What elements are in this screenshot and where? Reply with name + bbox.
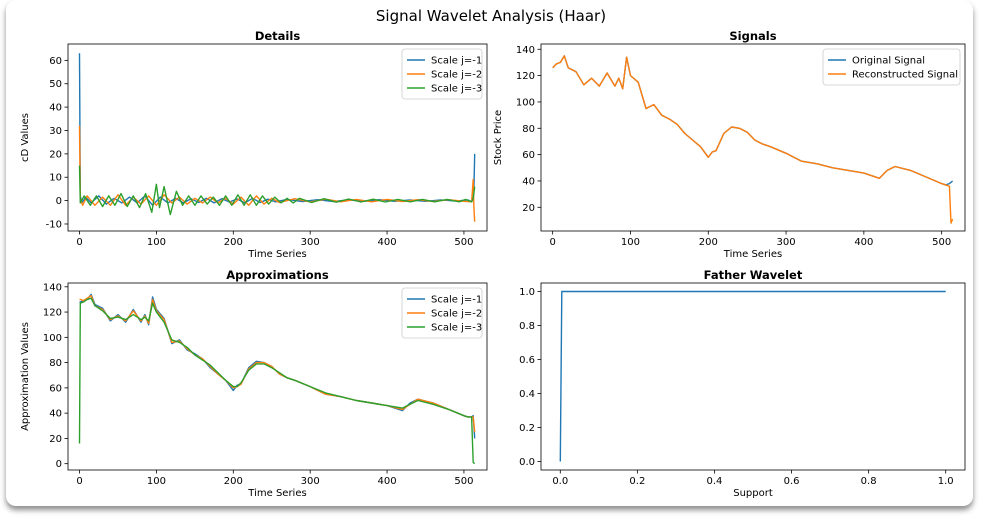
x-tick-label: 300 [301, 237, 320, 248]
y-tick-label: 40 [522, 176, 535, 187]
legend: Scale j=-1 Scale j=-2 Scale j=-3 [401, 287, 483, 339]
figure-canvas: Signal Wavelet Analysis (Haar) 0 100 200 30… [20, 7, 966, 499]
x-tick-label: 200 [224, 237, 243, 248]
x-tick-label: 300 [777, 237, 796, 248]
y-tick-label: 0 [56, 459, 62, 470]
x-tick-label: 300 [301, 476, 320, 487]
x-tick-label: 500 [454, 476, 473, 487]
legend-box [822, 48, 961, 86]
y-tick-label: 0.8 [519, 321, 535, 332]
y-tick-label: 20 [522, 203, 535, 214]
x-tick-label: 100 [147, 476, 166, 487]
series-line-2 [78, 165, 476, 216]
x-axis-label: Support [733, 488, 773, 499]
x-tick-label: 100 [147, 237, 166, 248]
legend-box [401, 48, 483, 100]
subplot-title: Approximations [226, 268, 329, 282]
y-tick-label: 60 [49, 56, 62, 67]
series-line-1 [552, 55, 954, 224]
x-tick-label: 0.6 [784, 476, 800, 487]
x-tick-label: 0.8 [861, 476, 877, 487]
x-tick-label: 200 [224, 476, 243, 487]
x-tick-label: 500 [454, 237, 473, 248]
y-axis-label: Approximation Values [20, 322, 31, 431]
y-tick-label: -10 [46, 219, 62, 230]
axes-frame [540, 43, 966, 232]
y-tick-label: 50 [49, 79, 62, 90]
x-tick-label: 0 [76, 476, 82, 487]
x-axis-label: Time Series [247, 249, 306, 260]
axes-frame [67, 282, 488, 471]
subplot-title: Signals [729, 29, 776, 43]
y-tick-label: 30 [49, 126, 62, 137]
y-tick-label: 60 [49, 383, 62, 394]
legend: Scale j=-1 Scale j=-2 Scale j=-3 [401, 48, 483, 100]
x-tick-label: 400 [854, 237, 873, 248]
y-tick-label: 140 [516, 45, 535, 56]
series-line-2 [78, 297, 476, 465]
subplot-3: 0.0 0.2 0.4 0.6 0.8 1.0 0.0 0.2 0.4 0.6 0.8 1.0 Fath… [519, 268, 966, 499]
y-tick-label: 20 [49, 434, 62, 445]
series-line-0 [559, 290, 946, 462]
x-tick-label: 0.0 [552, 476, 568, 487]
subplot-2: 0 100 200 300 400 500 0 20 40 60 80 100 120 140 Approx… [20, 268, 488, 499]
y-tick-label: 20 [49, 149, 62, 160]
legend-entry: Scale j=-3 [431, 323, 482, 334]
x-tick-label: 400 [378, 237, 397, 248]
y-tick-label: 80 [522, 124, 535, 135]
axes-frame [67, 43, 488, 232]
y-tick-label: 100 [43, 333, 62, 344]
y-tick-label: 140 [43, 282, 62, 293]
y-tick-label: 60 [522, 150, 535, 161]
legend-entry: Scale j=-3 [431, 84, 482, 95]
y-tick-label: 0 [56, 196, 62, 207]
y-tick-label: 10 [49, 173, 62, 184]
x-tick-label: 0 [549, 237, 555, 248]
y-tick-label: 0.0 [519, 457, 535, 468]
y-tick-label: 80 [49, 358, 62, 369]
legend-entry: Original Signal [852, 56, 925, 67]
x-tick-label: 0.4 [707, 476, 723, 487]
y-tick-label: 1.0 [519, 287, 535, 298]
x-tick-label: 200 [699, 237, 718, 248]
y-tick-label: 0.6 [519, 355, 535, 366]
y-tick-label: 40 [49, 103, 62, 114]
legend-entry: Scale j=-1 [431, 295, 482, 306]
figure-title: Signal Wavelet Analysis (Haar) [376, 7, 606, 25]
x-tick-label: 0.2 [629, 476, 645, 487]
y-tick-label: 120 [43, 308, 62, 319]
y-tick-label: 100 [516, 97, 535, 108]
x-axis-label: Time Series [247, 488, 306, 499]
y-tick-label: 120 [516, 71, 535, 82]
x-tick-label: 0 [76, 237, 82, 248]
y-tick-label: 0.4 [519, 389, 535, 400]
x-tick-label: 100 [621, 237, 640, 248]
legend-entry: Scale j=-2 [431, 309, 482, 320]
y-tick-label: 40 [49, 409, 62, 420]
y-axis-label: Stock Price [493, 110, 504, 165]
subplot-1: 0 100 200 300 400 500 20 40 60 80 100 120 140 Signals… [493, 29, 966, 260]
legend-entry: Scale j=-1 [431, 56, 482, 67]
subplot-0: 0 100 200 300 400 500 -10 0 10 20 30 40 50 60 Details T… [20, 29, 488, 260]
x-tick-label: 400 [378, 476, 397, 487]
subplot-title: Details [255, 29, 300, 43]
axes-frame [540, 282, 966, 471]
legend-entry: Scale j=-2 [431, 70, 482, 81]
x-axis-label: Time Series [723, 249, 782, 260]
y-axis-label: cD Values [20, 113, 31, 162]
legend-entry: Reconstructed Signal [852, 70, 958, 81]
legend: Original Signal Reconstructed Signal [822, 48, 961, 86]
legend-box [401, 287, 483, 339]
x-tick-label: 1.0 [938, 476, 954, 487]
x-tick-label: 500 [932, 237, 951, 248]
subplot-title: Father Wavelet [704, 268, 803, 282]
y-tick-label: 0.2 [519, 423, 535, 434]
figure: Signal Wavelet Analysis (Haar) 0 100 200 30… [6, 0, 973, 506]
